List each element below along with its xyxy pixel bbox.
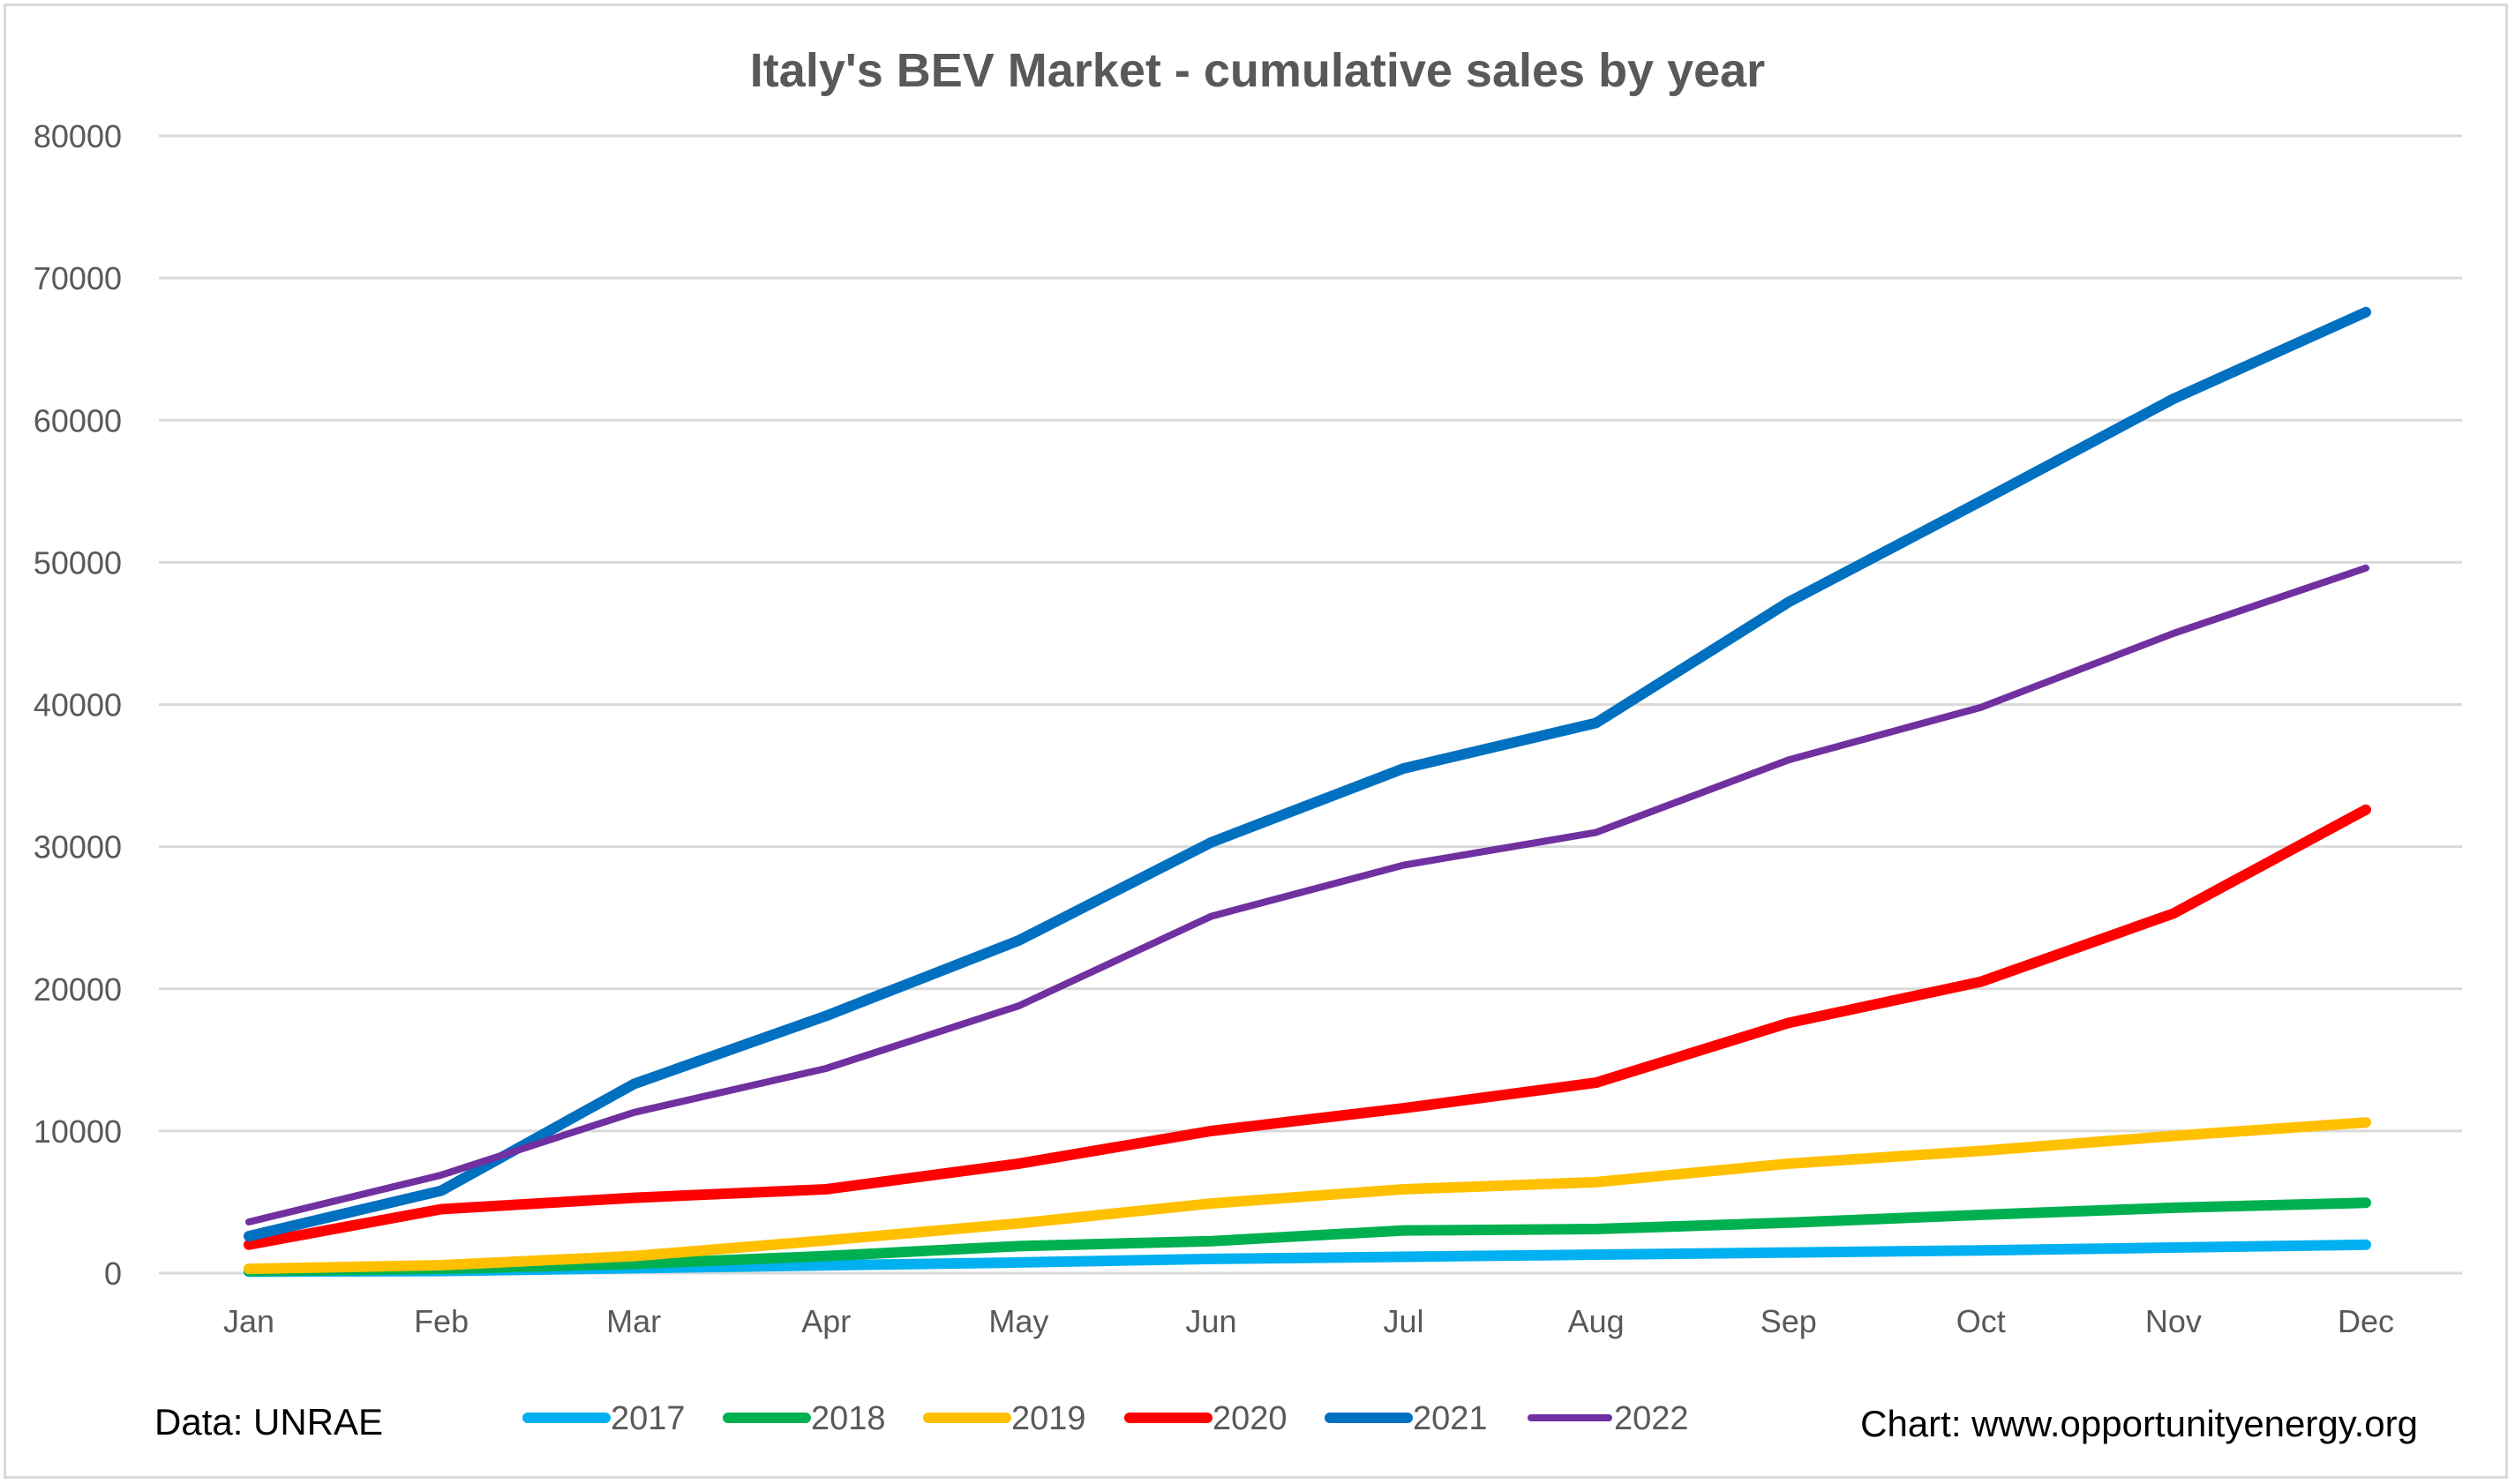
y-tick-label: 20000 [34, 971, 122, 1008]
x-tick-label: Dec [2338, 1303, 2394, 1339]
y-tick-label: 50000 [34, 544, 122, 581]
x-tick-label: Aug [1568, 1303, 1625, 1339]
y-tick-label: 30000 [34, 829, 122, 866]
legend-label-2019: 2019 [1011, 1400, 1086, 1437]
y-tick-label: 60000 [34, 402, 122, 438]
series-line-2019 [244, 1117, 2371, 1275]
legend-label-2020: 2020 [1212, 1400, 1288, 1437]
x-tick-label: May [988, 1303, 1048, 1339]
y-tick-label: 70000 [34, 260, 122, 296]
x-tick-label: Nov [2145, 1303, 2202, 1339]
x-tick-label: Feb [414, 1303, 469, 1339]
x-tick-label: Jan [223, 1303, 274, 1339]
x-tick-label: Mar [606, 1303, 661, 1339]
x-tick-label: Apr [801, 1303, 851, 1339]
legend-label-2017: 2017 [611, 1400, 686, 1437]
x-axis-ticks: Jan Feb Mar Apr May Jun Jul Aug Sep Oct Nov Dec [223, 1303, 2394, 1339]
legend-label-2022: 2022 [1614, 1400, 1689, 1437]
y-tick-label: 80000 [34, 118, 122, 154]
chart-frame [4, 4, 2508, 1479]
y-tick-label: 0 [104, 1255, 122, 1292]
chart-title: Italy's BEV Market - cumulative sales by… [750, 44, 1765, 97]
legend-label-2021: 2021 [1413, 1400, 1488, 1437]
gridlines [159, 134, 2462, 1275]
chart-credit-note: Chart: www.opportunityenergy.org [1860, 1403, 2418, 1444]
legend-label-2018: 2018 [811, 1400, 886, 1437]
y-tick-label: 10000 [34, 1113, 122, 1150]
series-line-2020 [244, 804, 2371, 1250]
y-axis-ticks: 0 10000 20000 30000 40000 50000 60000 70000 8000… [34, 118, 122, 1292]
x-tick-label: Oct [1956, 1303, 2006, 1339]
y-tick-label: 40000 [34, 687, 122, 723]
series-line-2021 [244, 306, 2371, 1242]
data-source-note: Data: UNRAE [154, 1401, 383, 1443]
x-tick-label: Jul [1384, 1303, 1424, 1339]
x-tick-label: Jun [1185, 1303, 1236, 1339]
x-tick-label: Sep [1760, 1303, 1817, 1339]
series-line-2018 [244, 1197, 2371, 1277]
legend: 2017 2018 2019 2020 2021 2022 [522, 1400, 1689, 1437]
series-line-2022 [245, 564, 2369, 1225]
series-lines [244, 306, 2371, 1278]
